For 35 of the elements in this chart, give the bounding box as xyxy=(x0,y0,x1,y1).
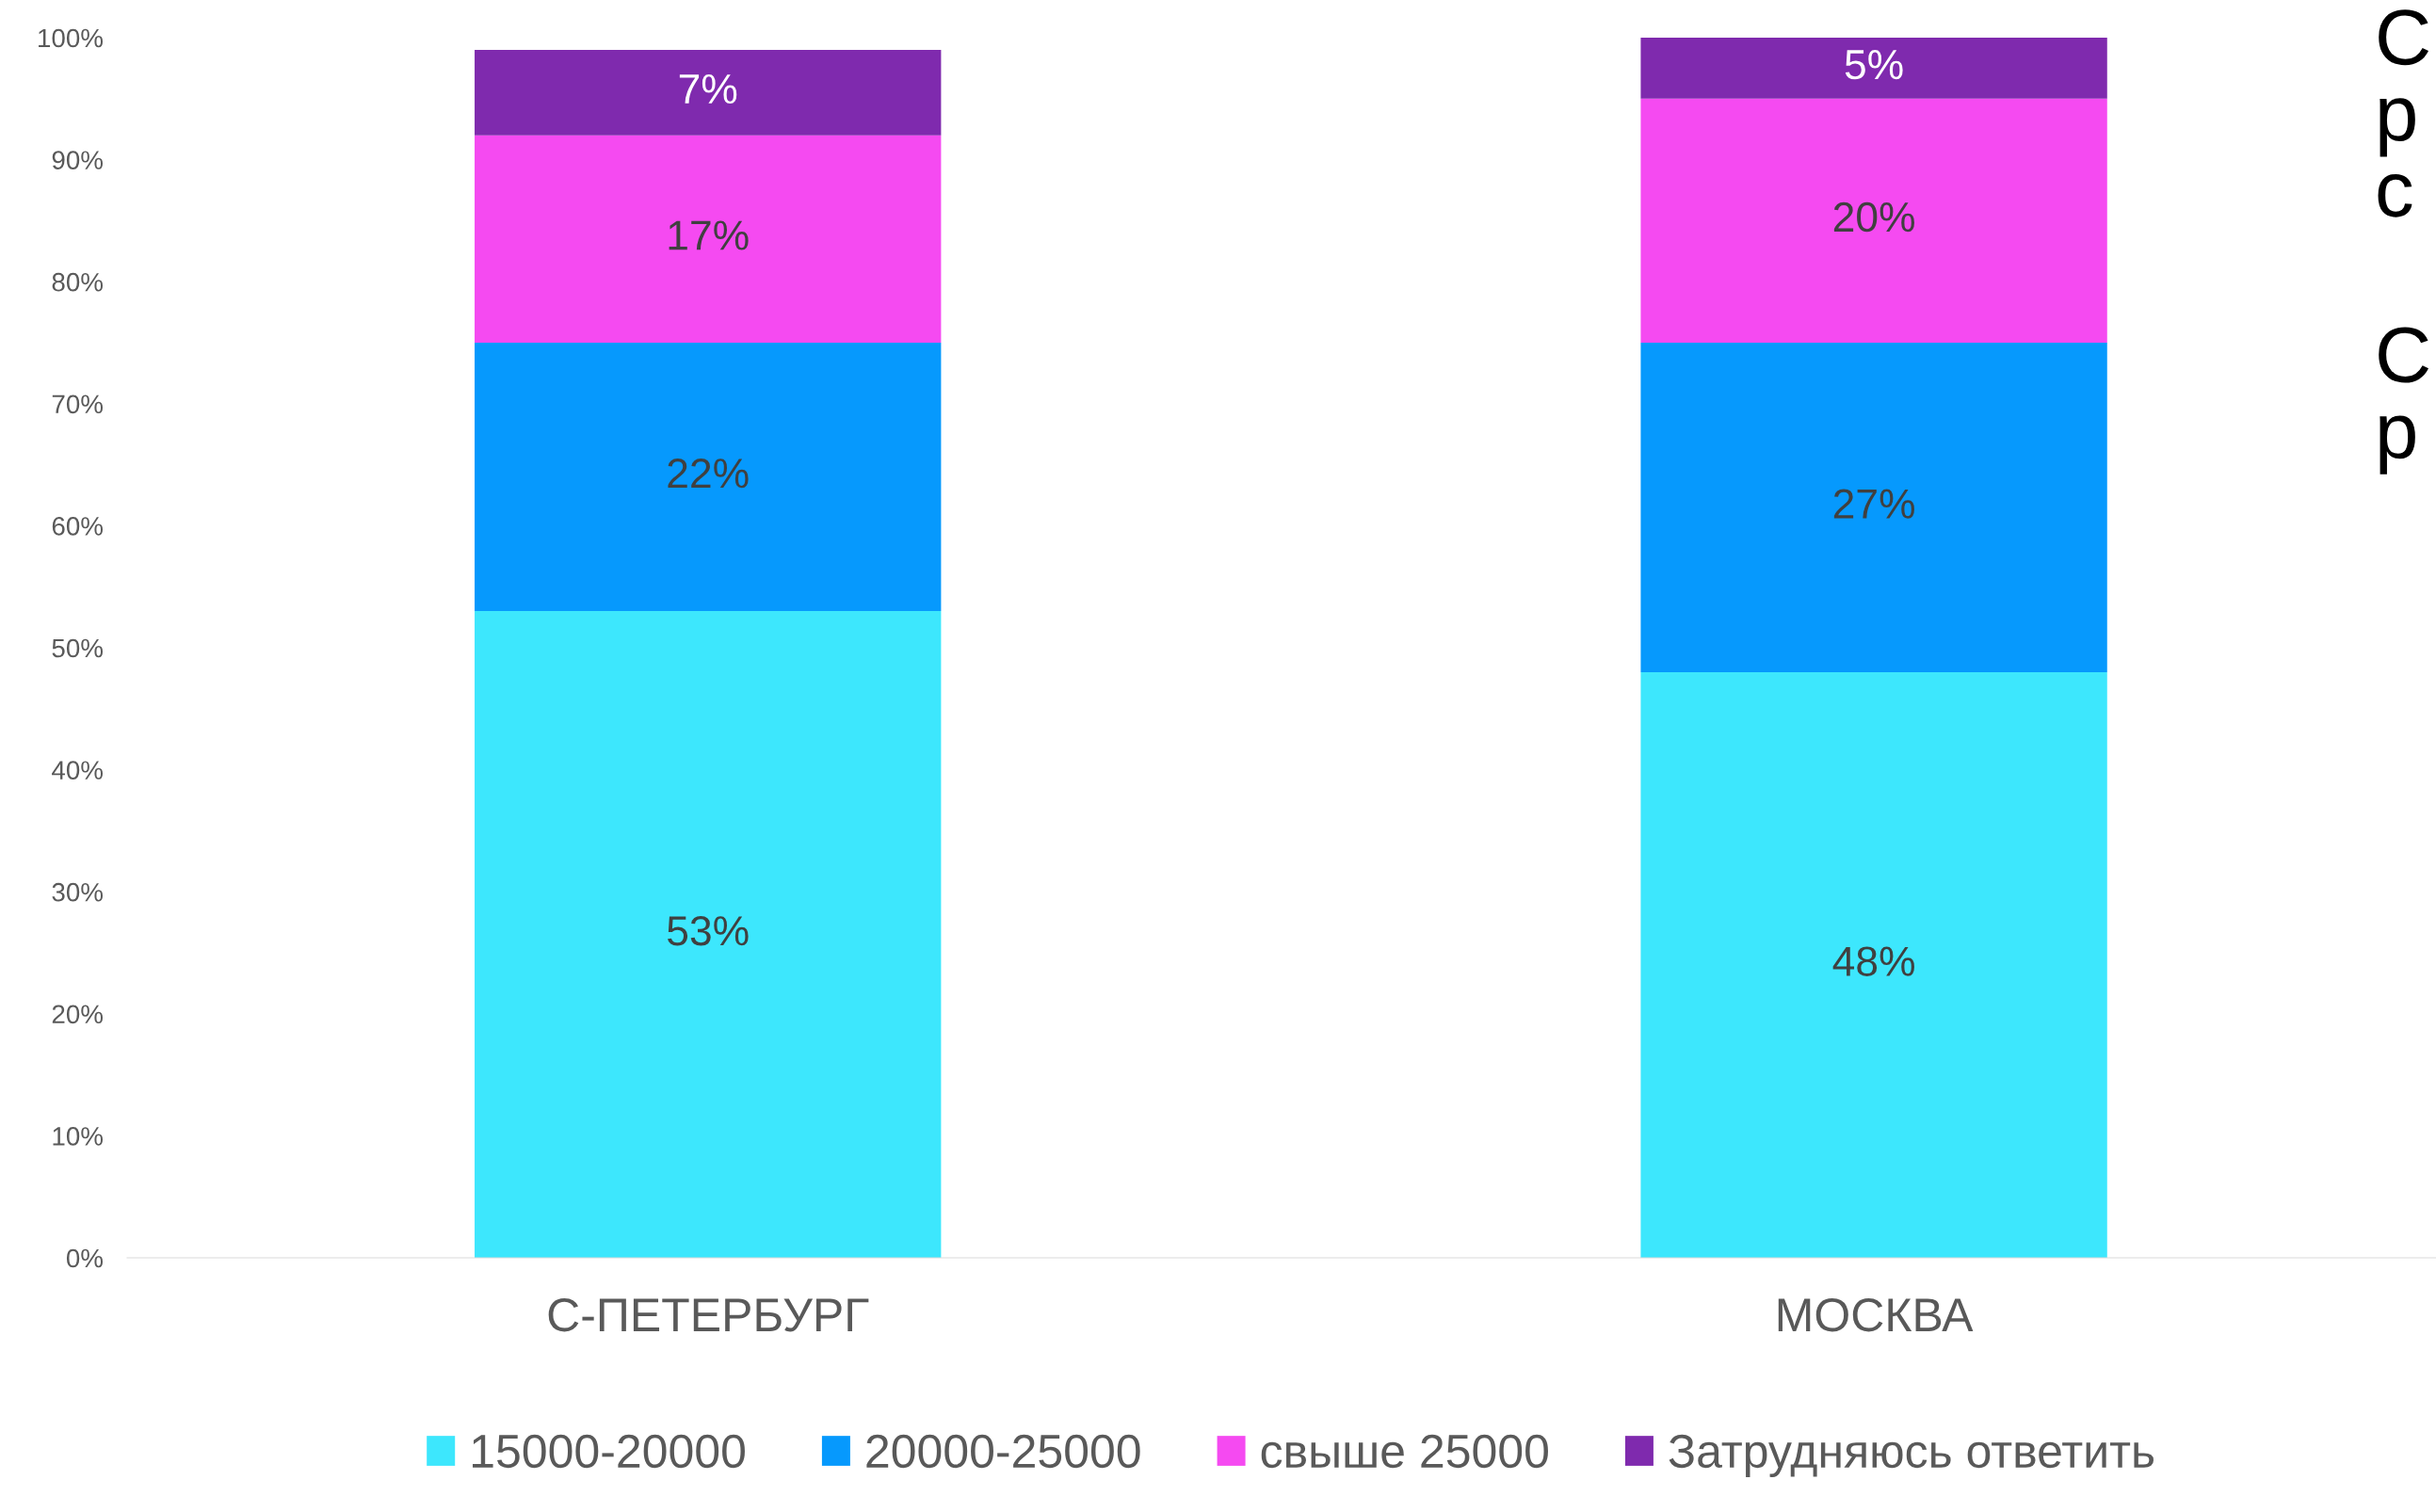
legend-label: 20000-25000 xyxy=(866,1434,1140,1469)
bar xyxy=(475,343,942,612)
y-tick-label: 20% xyxy=(52,1005,104,1024)
y-tick-label: 100% xyxy=(39,28,104,48)
annotation: С р с xyxy=(2378,9,2429,217)
y-tick-label: 30% xyxy=(52,882,104,902)
text: 5% xyxy=(1845,50,1903,80)
bar xyxy=(1640,671,2107,1258)
x-tick-label: С-ПЕТЕРБУРГ xyxy=(548,1297,869,1332)
text: 27% xyxy=(1833,489,1914,519)
y-tick-label: 60% xyxy=(52,517,104,536)
legend-label: Затрудняюсь ответить xyxy=(1669,1434,2154,1478)
y-tick-label: 0% xyxy=(66,1248,104,1268)
legend-label: свыше 25000 xyxy=(1261,1434,1548,1469)
y-tick-label: 70% xyxy=(52,394,104,414)
bar xyxy=(1640,98,2107,343)
bar xyxy=(1640,343,2107,672)
text: 22% xyxy=(668,458,749,489)
bar xyxy=(475,135,942,343)
legend-label: 15000-20000 xyxy=(473,1434,745,1469)
bar xyxy=(475,49,942,136)
text: 48% xyxy=(1832,946,1914,976)
y-tick-label: 90% xyxy=(52,151,104,169)
y-tick-label: 50% xyxy=(52,638,104,658)
y-tick-label: 40% xyxy=(52,761,104,780)
bar xyxy=(1640,38,2107,99)
y-tick-label: 10% xyxy=(53,1127,104,1146)
y-tick-label: 80% xyxy=(52,272,104,292)
text: 20% xyxy=(1833,201,1914,233)
annotation: С р xyxy=(2379,327,2429,475)
x-tick-label: МОСКВА xyxy=(1778,1297,1974,1332)
text: 53% xyxy=(668,916,749,946)
bar xyxy=(475,611,942,1258)
text: 17% xyxy=(669,220,749,250)
text: 7% xyxy=(679,73,737,105)
